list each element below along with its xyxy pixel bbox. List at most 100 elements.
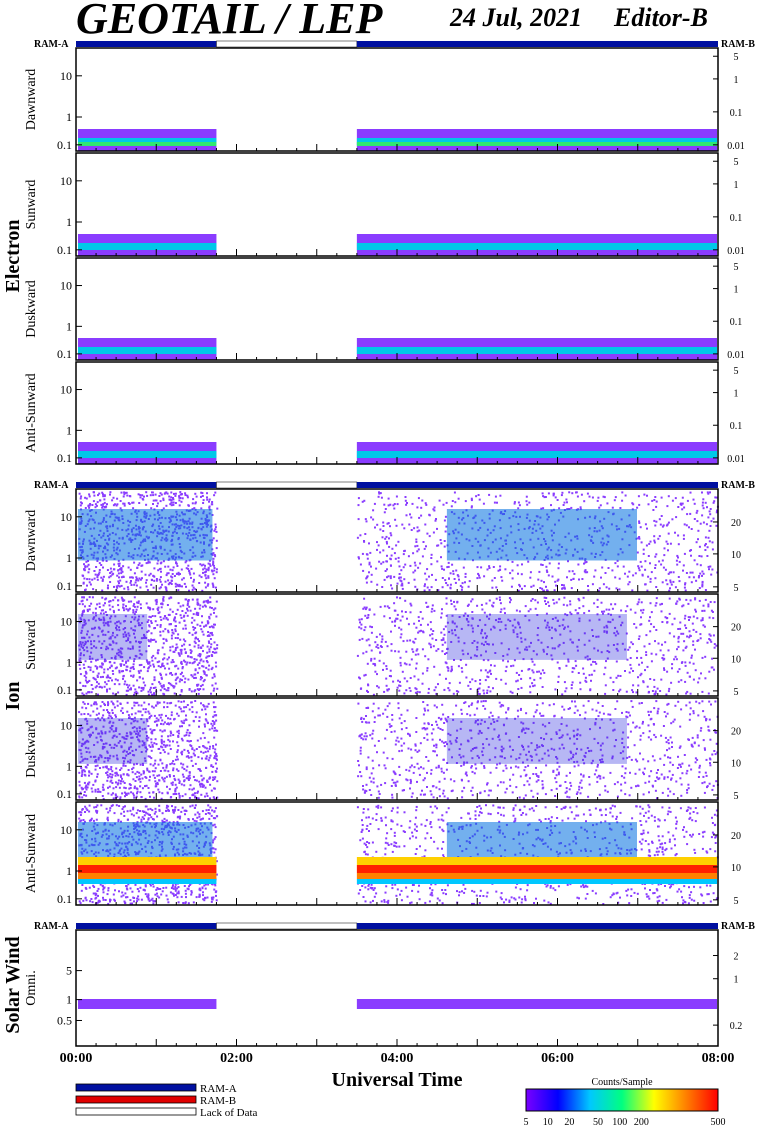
noise-dot <box>653 678 656 681</box>
noise-dot <box>399 619 402 622</box>
noise-dot <box>571 492 574 495</box>
noise-dot <box>151 639 154 641</box>
noise-dot <box>112 504 115 507</box>
noise-dot <box>701 570 704 573</box>
noise-dot <box>142 721 145 724</box>
noise-dot <box>606 657 609 660</box>
noise-dot <box>86 786 89 789</box>
noise-dot <box>147 703 150 706</box>
noise-dot <box>417 497 420 500</box>
noise-dot <box>194 673 197 676</box>
noise-dot <box>681 502 684 505</box>
noise-dot <box>194 588 197 591</box>
noise-dot <box>545 597 548 599</box>
noise-dot <box>94 760 96 763</box>
noise-dot <box>445 501 448 504</box>
noise-dot <box>621 642 624 645</box>
noise-dot <box>132 674 135 677</box>
noise-dot <box>160 677 163 680</box>
noise-dot <box>153 575 156 578</box>
noise-dot <box>167 583 170 586</box>
noise-dot <box>669 587 671 590</box>
noise-dot <box>582 704 585 707</box>
noise-dot <box>586 492 589 495</box>
noise-dot <box>404 611 407 613</box>
noise-dot <box>80 645 83 648</box>
noise-dot <box>630 667 633 670</box>
noise-dot <box>601 566 604 569</box>
noise-dot <box>400 569 403 572</box>
noise-dot <box>146 739 149 742</box>
noise-dot <box>411 648 414 651</box>
noise-dot <box>109 637 112 640</box>
noise-dot <box>655 586 658 588</box>
noise-dot <box>452 713 455 716</box>
noise-dot <box>677 637 680 640</box>
noise-dot <box>434 686 437 689</box>
noise-dot <box>90 602 93 605</box>
noise-dot <box>126 586 129 589</box>
band-high-energy <box>356 142 717 146</box>
noise-dot <box>432 508 435 511</box>
band-high-energy <box>78 142 217 146</box>
noise-dot <box>154 657 157 660</box>
noise-dot <box>210 668 213 671</box>
noise-dot <box>145 637 148 639</box>
noise-dot <box>94 779 97 782</box>
noise-dot <box>478 619 481 622</box>
noise-dot <box>133 763 136 766</box>
noise-dot <box>146 670 149 673</box>
noise-dot <box>200 750 203 753</box>
noise-dot <box>158 747 161 750</box>
noise-dot <box>105 645 108 648</box>
noise-dot <box>433 750 436 753</box>
noise-dot <box>206 705 209 708</box>
noise-dot <box>139 763 142 766</box>
noise-dot <box>362 785 364 787</box>
noise-dot <box>210 692 212 695</box>
noise-dot <box>579 681 582 684</box>
noise-dot <box>500 678 503 681</box>
noise-dot <box>212 562 215 564</box>
noise-dot <box>363 674 366 677</box>
noise-dot <box>212 560 215 563</box>
noise-dot <box>607 612 610 615</box>
noise-dot <box>78 492 81 495</box>
noise-dot <box>136 605 139 608</box>
noise-dot <box>704 501 707 504</box>
noise-dot <box>685 692 688 695</box>
noise-dot <box>638 503 641 506</box>
noise-dot <box>386 554 388 557</box>
noise-dot <box>214 607 217 610</box>
noise-dot <box>194 627 197 629</box>
noise-dot <box>113 611 115 614</box>
noise-dot <box>190 650 193 653</box>
noise-dot <box>100 564 103 566</box>
panel-label: Anti-Sunward <box>24 373 39 452</box>
noise-dot <box>90 647 93 650</box>
noise-dot <box>109 661 112 664</box>
noise-dot <box>96 667 98 670</box>
noise-dot <box>412 552 415 555</box>
noise-dot <box>512 631 515 634</box>
noise-dot <box>151 744 154 747</box>
noise-dot <box>386 645 389 648</box>
noise-dot <box>108 721 111 724</box>
noise-dot <box>515 609 518 612</box>
noise-dot <box>484 632 487 635</box>
noise-dot <box>115 715 117 718</box>
noise-dot <box>78 780 81 783</box>
noise-dot <box>532 685 535 688</box>
noise-dot <box>155 743 158 746</box>
noise-dot <box>684 661 687 664</box>
noise-dot <box>171 610 174 613</box>
noise-dot <box>119 782 122 785</box>
noise-dot <box>364 626 367 629</box>
noise-dot <box>611 755 614 758</box>
noise-dot <box>532 650 535 653</box>
noise-dot <box>125 737 128 740</box>
noise-dot <box>556 499 559 501</box>
noise-dot <box>590 679 592 682</box>
noise-dot <box>504 568 507 571</box>
noise-dot <box>518 504 521 507</box>
